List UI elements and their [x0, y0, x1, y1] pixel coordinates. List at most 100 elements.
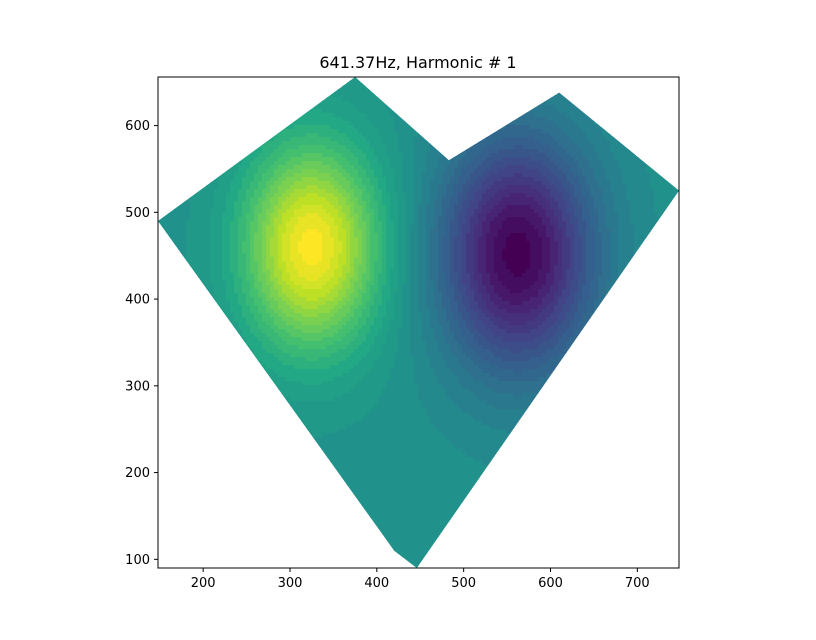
contour-cell — [422, 109, 427, 114]
contour-cell — [442, 213, 447, 218]
contour-cell — [450, 113, 455, 118]
contour-cell — [530, 97, 535, 102]
contour-cell — [618, 125, 623, 130]
contour-cell — [334, 101, 339, 106]
contour-cell — [346, 101, 351, 106]
contour-cell — [306, 177, 311, 182]
contour-cell — [638, 101, 643, 106]
contour-cell — [554, 201, 559, 206]
contour-cell — [298, 101, 303, 106]
contour-cell — [570, 109, 575, 114]
contour-cell — [490, 193, 495, 198]
contour-cell — [654, 157, 659, 162]
contour-cell — [466, 217, 471, 222]
contour-cell — [466, 161, 471, 166]
contour-cell — [434, 165, 439, 170]
contour-cell — [442, 173, 447, 178]
contour-cell — [282, 109, 287, 114]
contour-cell — [322, 133, 327, 138]
contour-cell — [162, 185, 167, 190]
contour-cell — [230, 185, 235, 190]
contour-cell — [394, 121, 399, 126]
contour-cell — [194, 93, 199, 98]
contour-cell — [242, 149, 247, 154]
contour-cell — [538, 153, 543, 158]
contour-cell — [402, 205, 407, 210]
contour-cell — [254, 113, 259, 118]
contour-cell — [630, 109, 635, 114]
contour-cell — [578, 141, 583, 146]
contour-cell — [286, 201, 291, 206]
contour-cell — [358, 177, 363, 182]
contour-cell — [378, 157, 383, 162]
contour-cell — [410, 93, 415, 98]
contour-cell — [514, 177, 519, 182]
contour-cell — [250, 169, 255, 174]
contour-cell — [158, 149, 163, 154]
contour-cell — [626, 141, 631, 146]
contour-cell — [338, 93, 343, 98]
contour-cell — [206, 177, 211, 182]
contour-cell — [642, 85, 647, 90]
contour-cell — [654, 137, 659, 142]
contour-cell — [282, 225, 287, 230]
contour-cell — [574, 221, 579, 226]
contour-cell — [498, 173, 503, 178]
contour-cell — [446, 105, 451, 110]
contour-cell — [502, 197, 507, 202]
contour-cell — [178, 157, 183, 162]
contour-cell — [382, 141, 387, 146]
contour-cell — [334, 217, 339, 222]
contour-cell — [662, 185, 667, 190]
contour-cell — [242, 185, 247, 190]
contour-cell — [638, 213, 643, 218]
contour-cell — [482, 105, 487, 110]
contour-cell — [330, 169, 335, 174]
contour-cell — [166, 85, 171, 90]
contour-cell — [274, 109, 279, 114]
contour-cell — [390, 81, 395, 86]
contour-cell — [318, 197, 323, 202]
contour-cell — [606, 85, 611, 90]
contour-cell — [614, 205, 619, 210]
contour-cell — [310, 197, 315, 202]
contour-cell — [346, 141, 351, 146]
contour-cell — [562, 137, 567, 142]
contour-cell — [278, 105, 283, 110]
contour-cell — [602, 125, 607, 130]
contour-cell — [550, 169, 555, 174]
contour-cell — [314, 149, 319, 154]
contour-cell — [622, 225, 627, 230]
contour-cell — [674, 101, 679, 106]
contour-cell — [170, 129, 175, 134]
contour-cell — [418, 121, 423, 126]
contour-cell — [538, 189, 543, 194]
contour-cell — [598, 185, 603, 190]
contour-cell — [498, 161, 503, 166]
contour-cell — [594, 105, 599, 110]
contour-cell — [202, 177, 207, 182]
contour-cell — [410, 189, 415, 194]
contour-cell — [186, 113, 191, 118]
contour-cell — [378, 113, 383, 118]
contour-cell — [314, 209, 319, 214]
contour-cell — [590, 129, 595, 134]
contour-cell — [274, 213, 279, 218]
contour-cell — [438, 133, 443, 138]
contour-cell — [594, 157, 599, 162]
contour-cell — [390, 157, 395, 162]
contour-cell — [582, 77, 587, 82]
contour-cell — [402, 101, 407, 106]
contour-cell — [514, 137, 519, 142]
contour-cell — [182, 121, 187, 126]
contour-cell — [270, 177, 275, 182]
contour-cell — [598, 121, 603, 126]
contour-cell — [538, 117, 543, 122]
contour-cell — [390, 197, 395, 202]
contour-cell — [598, 181, 603, 186]
contour-cell — [302, 97, 307, 102]
contour-cell — [446, 225, 451, 230]
contour-cell — [250, 145, 255, 150]
contour-cell — [382, 77, 387, 82]
contour-cell — [310, 85, 315, 90]
